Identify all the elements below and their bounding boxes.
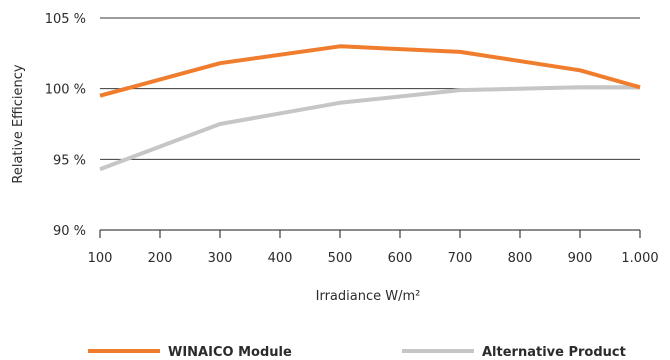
x-tick-label: 500 (328, 251, 353, 266)
y-axis-title: Relative Efficiency (11, 64, 26, 183)
legend-label-0: WINAICO Module (168, 345, 292, 360)
x-tick-label: 800 (508, 251, 533, 266)
x-tick-label: 400 (268, 251, 293, 266)
x-tick-label: 900 (568, 251, 593, 266)
y-tick-label: 90 % (53, 224, 86, 239)
x-axis-title: Irradiance W/m² (316, 289, 421, 304)
y-tick-label: 100 % (45, 83, 86, 98)
series-line-0 (99, 44, 641, 98)
x-tick-label: 200 (148, 251, 173, 266)
y-ticks: 90 % 95 % 100 % 105 % (45, 12, 86, 239)
x-tick-label: 700 (448, 251, 473, 266)
legend: WINAICO Module Alternative Product (88, 345, 626, 360)
y-tick-label: 95 % (53, 153, 86, 168)
x-tick-label: 300 (208, 251, 233, 266)
legend-label-1: Alternative Product (482, 345, 626, 360)
series-line-1 (99, 85, 640, 172)
series (99, 44, 641, 172)
y-tick-label: 105 % (45, 12, 86, 27)
x-tick-label: 600 (388, 251, 413, 266)
x-ticks: 100 200 300 400 500 600 700 800 900 1.000 (88, 230, 659, 266)
x-tick-label: 100 (88, 251, 113, 266)
x-tick-label: 1.000 (621, 251, 658, 266)
